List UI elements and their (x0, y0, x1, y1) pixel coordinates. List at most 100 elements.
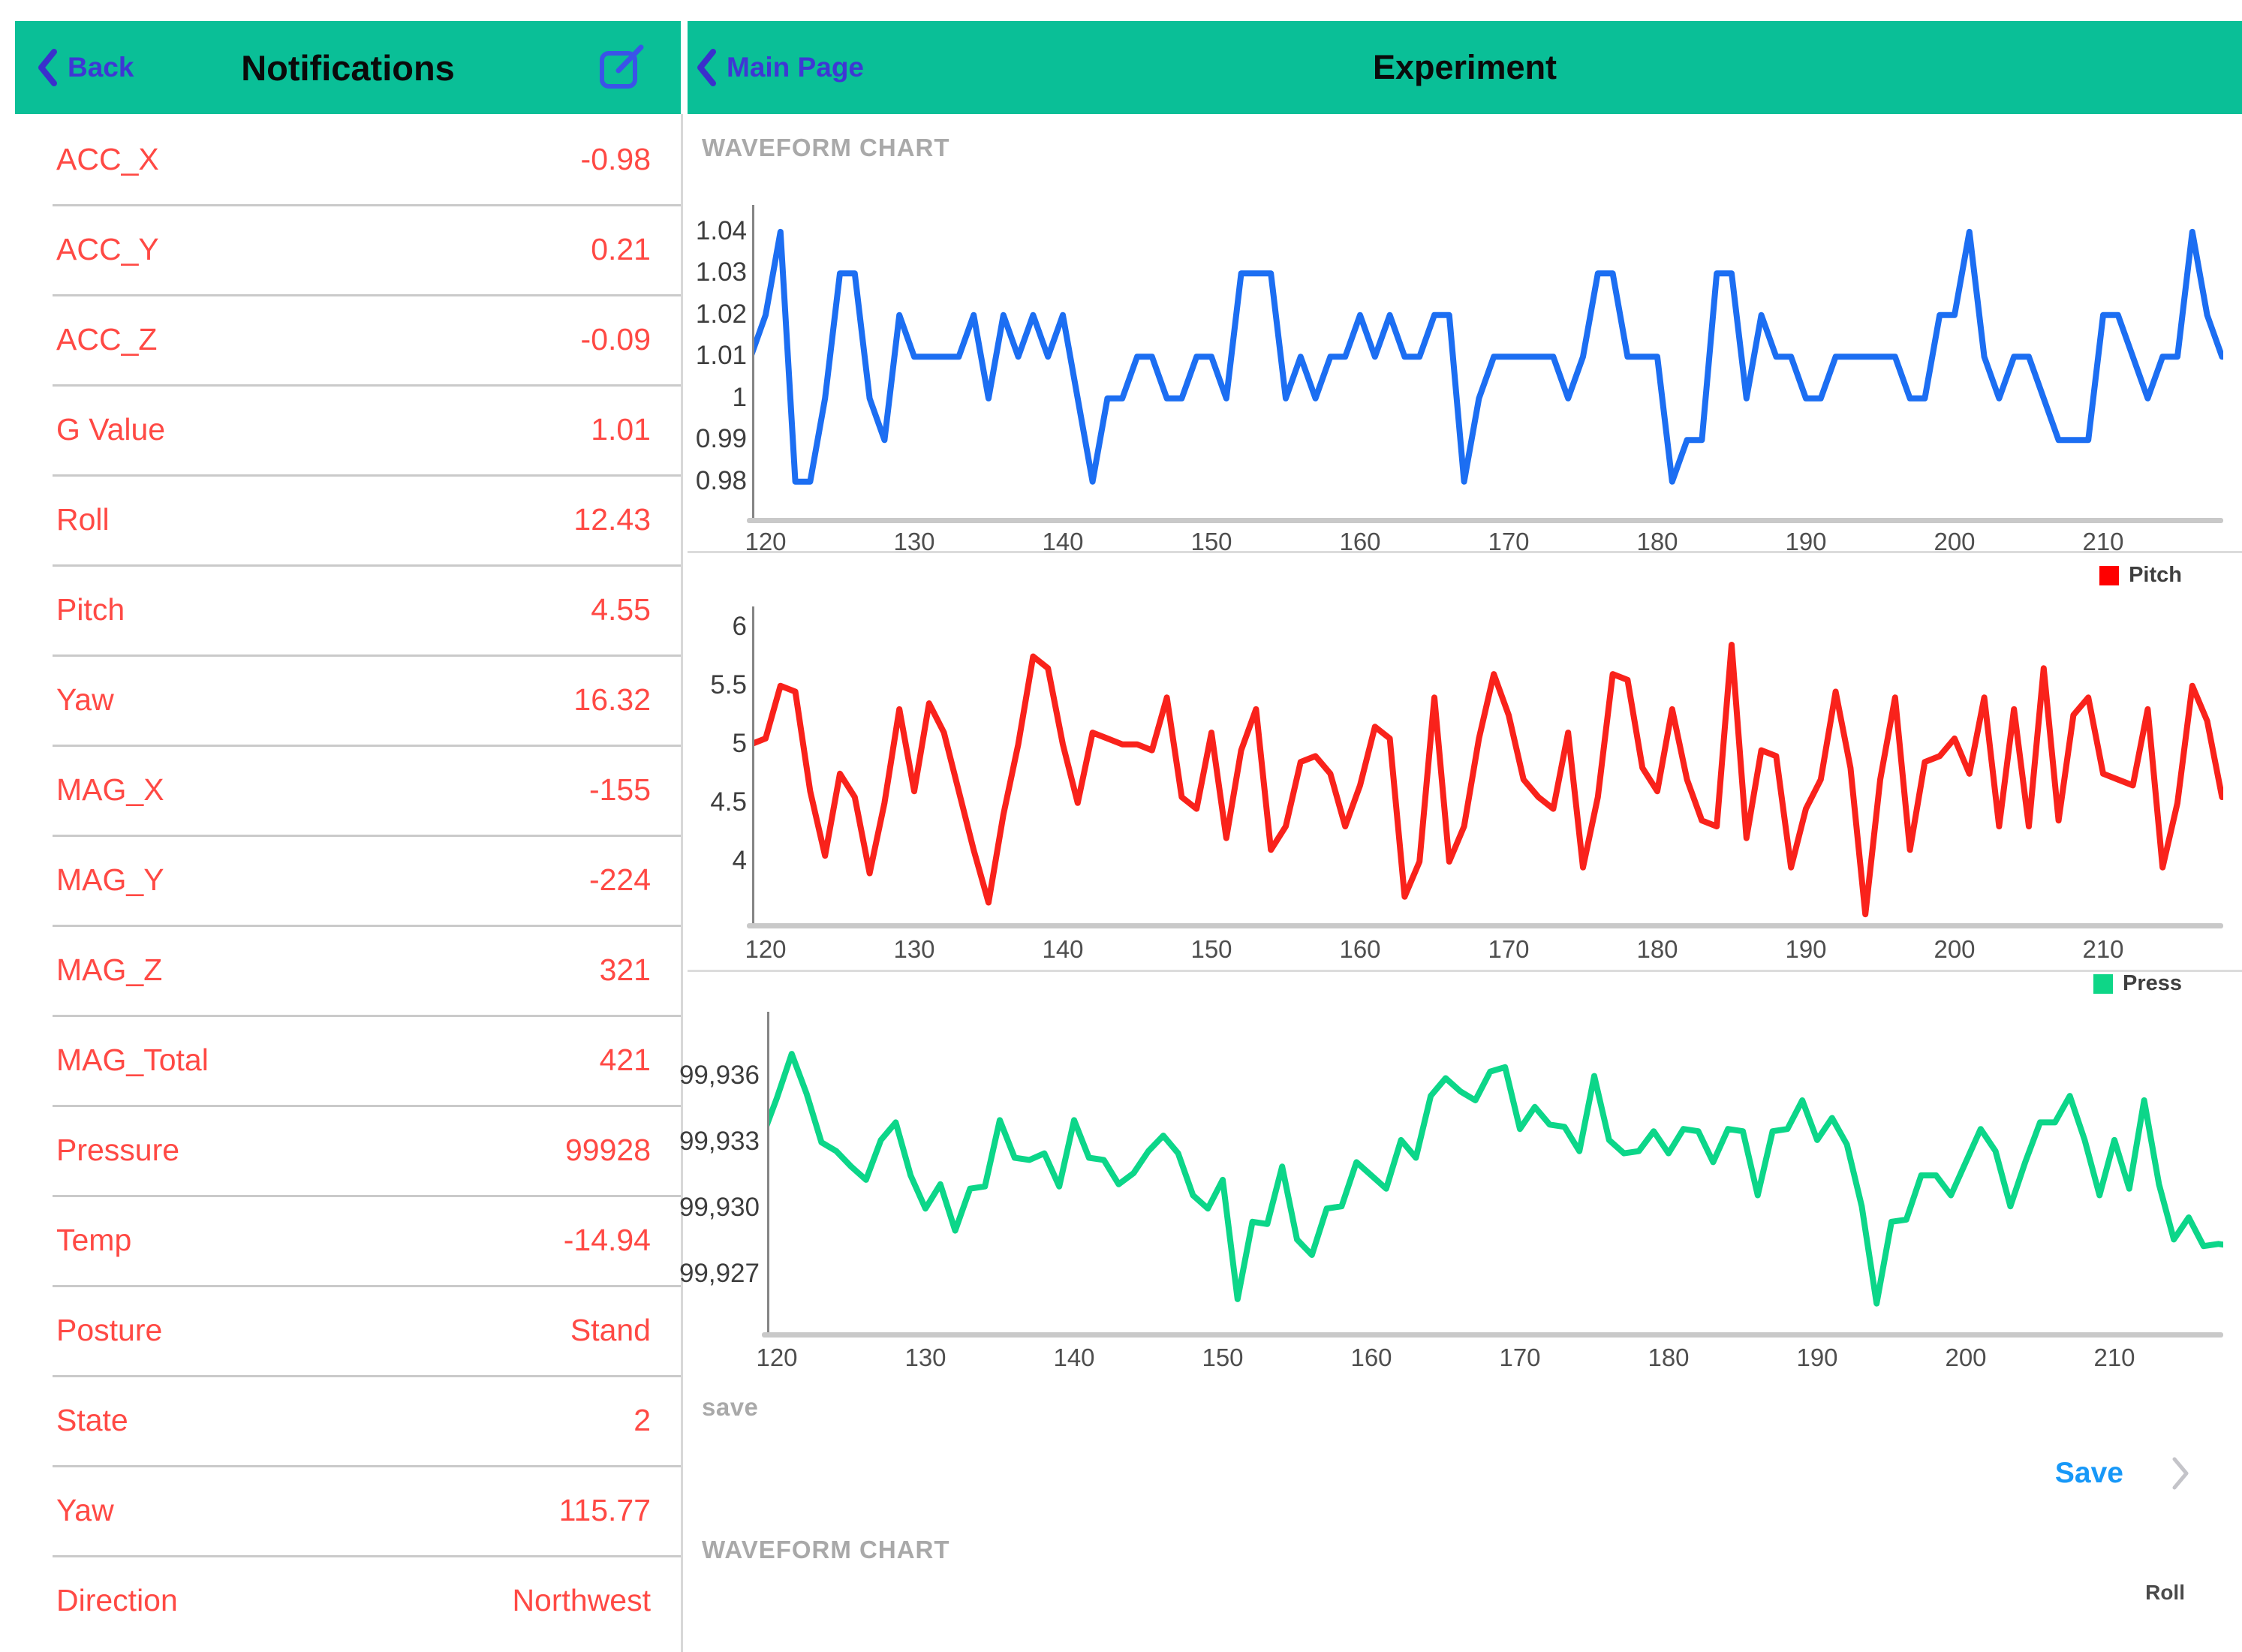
metric-label: Pressure (56, 1132, 180, 1167)
chevron-left-icon (38, 49, 57, 86)
section-label-waveform-bottom: WAVEFORM CHART (702, 1536, 950, 1563)
list-item: MAG_Y -224 (0, 835, 681, 925)
list-item: Yaw 115.77 (0, 1465, 681, 1555)
x-axis-label: 200 (1934, 935, 1976, 963)
metric-value: -224 (588, 862, 651, 897)
x-axis-label: 130 (893, 528, 935, 555)
metric-label: MAG_Total (56, 1042, 209, 1077)
metric-value: -0.98 (580, 141, 651, 176)
metric-label: Yaw (56, 682, 114, 717)
legend-label: Pitch (2129, 563, 2182, 587)
experiment-header: Main Page Experiment (688, 21, 2242, 114)
x-axis-label: 140 (1053, 1344, 1095, 1371)
legend-swatch (2099, 565, 2120, 585)
list-item: Temp -14.94 (0, 1195, 681, 1285)
metric-value: 115.77 (558, 1492, 651, 1527)
x-axis-label: 160 (1350, 1344, 1392, 1371)
main-page-back-button[interactable]: Main Page (697, 48, 864, 87)
back-label: Back (68, 52, 134, 83)
list-item: MAG_Total 421 (0, 1015, 681, 1105)
x-axis-label: 180 (1636, 528, 1678, 555)
metric-label: G Value (56, 411, 166, 447)
main-page-label: Main Page (727, 52, 864, 83)
x-axis-label: 200 (1945, 1344, 1987, 1371)
metric-value: 16.32 (573, 682, 651, 717)
line-series (769, 1051, 2223, 1307)
list-item: Pressure 99928 (0, 1105, 681, 1195)
metric-value: 421 (599, 1042, 651, 1077)
x-axis-label: 170 (1488, 528, 1530, 555)
x-axis-label: 150 (1190, 935, 1232, 963)
list-item: MAG_Z 321 (0, 925, 681, 1015)
list-item: Roll 12.43 (0, 474, 681, 564)
x-axis-label: 160 (1339, 935, 1381, 963)
page-title: Experiment (1372, 48, 1557, 86)
x-axis-label: 190 (1796, 1344, 1838, 1371)
metric-value: 12.43 (573, 501, 651, 537)
save-button[interactable]: Save (2055, 1456, 2189, 1491)
chart-legend: Pitch (2099, 563, 2182, 588)
metric-value: 0.21 (591, 231, 651, 266)
metric-value: 321 (599, 952, 651, 987)
metric-label: ACC_Y (56, 231, 159, 266)
metric-label: Direction (56, 1582, 178, 1617)
x-axis-label: 120 (745, 935, 787, 963)
section-label-waveform-top: WAVEFORM CHART (702, 134, 950, 161)
legend-swatch (2093, 973, 2113, 994)
x-axis-label: 170 (1499, 1344, 1541, 1371)
metric-label: ACC_Z (56, 321, 158, 357)
metric-label: MAG_Y (56, 862, 164, 897)
metric-value: 1.01 (591, 411, 651, 447)
list-item: State 2 (0, 1375, 681, 1465)
x-axis-label: 120 (756, 1344, 798, 1371)
list-item: ACC_Y 0.21 (0, 204, 681, 294)
y-axis-line (752, 606, 754, 923)
x-axis-label: 190 (1785, 935, 1827, 963)
x-axis-label: 180 (1636, 935, 1678, 963)
x-axis-label: 210 (2082, 528, 2124, 555)
x-axis-label: 180 (1648, 1344, 1690, 1371)
x-axis-label: 150 (1190, 528, 1232, 555)
x-axis-label: 160 (1339, 528, 1381, 555)
line-series (754, 228, 2223, 485)
list-item: Direction Northwest (0, 1555, 681, 1645)
metric-label: MAG_Z (56, 952, 163, 987)
section-divider (688, 551, 2242, 553)
metric-value: Stand (570, 1312, 651, 1347)
metric-value: 4.55 (591, 591, 651, 627)
compose-icon (600, 44, 644, 89)
x-axis-label: 200 (1934, 528, 1976, 555)
notifications-header: Back Notifications (15, 21, 681, 114)
metric-label: Yaw (56, 1492, 114, 1527)
metric-value: -14.94 (563, 1222, 651, 1257)
metric-label: MAG_X (56, 772, 164, 807)
metric-value: 2 (633, 1402, 651, 1437)
back-button[interactable]: Back (38, 48, 134, 87)
x-axis-label: 210 (2093, 1344, 2135, 1371)
x-axis-label: 130 (893, 935, 935, 963)
chevron-left-icon (697, 49, 716, 86)
y-axis-line (767, 1012, 769, 1332)
list-item: ACC_Z -0.09 (0, 294, 681, 384)
metric-value: 99928 (564, 1132, 651, 1167)
list-item: ACC_X -0.98 (0, 114, 681, 204)
list-item: Posture Stand (0, 1285, 681, 1375)
notifications-list: ACC_X -0.98 ACC_Y 0.21 ACC_Z -0.09 G Value 1.01… (0, 114, 681, 1645)
section-divider (688, 970, 2242, 972)
x-axis-label: 150 (1202, 1344, 1244, 1371)
chevron-right-icon (2172, 1457, 2189, 1490)
metric-label: Pitch (56, 591, 125, 627)
section-label-save: save (702, 1393, 759, 1421)
compose-button[interactable] (598, 44, 645, 90)
x-axis-line (762, 1332, 2223, 1338)
metric-value: Northwest (512, 1582, 651, 1617)
panel-divider (681, 114, 683, 1652)
metric-value: -155 (588, 772, 651, 807)
metric-value: -0.09 (580, 321, 651, 357)
x-axis-label: 210 (2082, 935, 2124, 963)
metric-label: Posture (56, 1312, 163, 1347)
list-item: G Value 1.01 (0, 384, 681, 474)
metric-label: Roll (56, 501, 110, 537)
x-axis-label: 170 (1488, 935, 1530, 963)
x-axis-label: 140 (1042, 935, 1084, 963)
